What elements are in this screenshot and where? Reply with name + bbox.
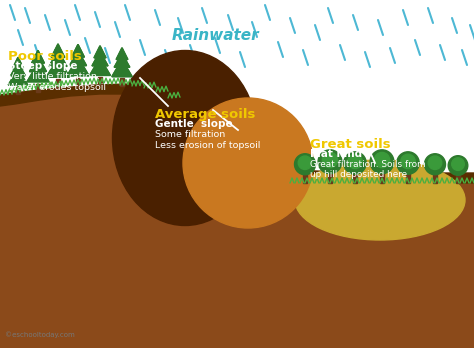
Polygon shape	[8, 69, 28, 85]
Bar	[56, 79, 60, 88]
Polygon shape	[51, 44, 65, 57]
Polygon shape	[72, 44, 84, 57]
Text: Rainwater: Rainwater	[171, 27, 259, 42]
Circle shape	[344, 152, 366, 174]
Text: Great filtration. Soils from: Great filtration. Soils from	[310, 160, 426, 169]
Circle shape	[425, 154, 446, 175]
Polygon shape	[72, 44, 84, 57]
Polygon shape	[49, 50, 67, 66]
Circle shape	[370, 150, 394, 174]
Polygon shape	[0, 84, 474, 183]
Text: Flat land: Flat land	[310, 149, 362, 159]
Polygon shape	[116, 48, 128, 60]
Polygon shape	[90, 58, 110, 76]
Polygon shape	[114, 53, 130, 67]
Text: Very little filtration.: Very little filtration.	[8, 72, 100, 81]
Circle shape	[448, 156, 468, 175]
Polygon shape	[70, 50, 86, 66]
Polygon shape	[46, 57, 70, 77]
Text: ©eschooltoday.com: ©eschooltoday.com	[5, 331, 75, 338]
Polygon shape	[46, 57, 70, 77]
Circle shape	[397, 152, 419, 174]
Circle shape	[294, 154, 316, 175]
Circle shape	[318, 150, 342, 174]
Bar	[353, 173, 357, 183]
Polygon shape	[0, 94, 474, 348]
Polygon shape	[116, 48, 128, 60]
Bar	[76, 78, 80, 86]
Polygon shape	[112, 60, 132, 77]
Text: Gentle  slope: Gentle slope	[155, 119, 233, 129]
Circle shape	[322, 152, 337, 168]
Bar	[456, 175, 460, 183]
Circle shape	[428, 156, 442, 169]
Polygon shape	[29, 56, 46, 72]
Polygon shape	[49, 50, 67, 66]
Bar	[98, 77, 102, 85]
Text: up hill deposited here: up hill deposited here	[310, 170, 407, 179]
Polygon shape	[114, 53, 130, 67]
Bar	[433, 174, 437, 183]
Polygon shape	[32, 50, 45, 63]
Ellipse shape	[183, 98, 313, 228]
Polygon shape	[67, 57, 89, 76]
Polygon shape	[94, 46, 106, 58]
Circle shape	[401, 154, 415, 168]
Polygon shape	[27, 63, 49, 82]
Polygon shape	[92, 52, 108, 66]
Text: Water erodes topsoil: Water erodes topsoil	[8, 83, 106, 92]
Polygon shape	[10, 63, 26, 76]
Text: Less erosion of topsoil: Less erosion of topsoil	[155, 141, 260, 150]
Ellipse shape	[295, 160, 465, 240]
Polygon shape	[12, 57, 24, 69]
Polygon shape	[112, 60, 132, 77]
Circle shape	[452, 158, 465, 171]
Polygon shape	[90, 58, 110, 76]
Polygon shape	[12, 57, 24, 69]
Circle shape	[374, 152, 390, 168]
Polygon shape	[92, 52, 108, 66]
Bar	[406, 173, 410, 183]
Text: Great soils: Great soils	[310, 138, 391, 151]
Bar	[303, 174, 307, 183]
Circle shape	[298, 156, 312, 169]
Polygon shape	[8, 69, 28, 85]
Bar	[16, 87, 20, 94]
Text: Steep slope: Steep slope	[8, 61, 78, 71]
Circle shape	[348, 154, 362, 168]
Polygon shape	[70, 50, 86, 66]
Bar	[36, 84, 40, 92]
Text: Average soils: Average soils	[155, 108, 255, 121]
Polygon shape	[27, 63, 49, 82]
Polygon shape	[94, 46, 106, 58]
Polygon shape	[10, 63, 26, 76]
Text: Some filtration: Some filtration	[155, 130, 225, 139]
Polygon shape	[67, 57, 89, 76]
Ellipse shape	[112, 50, 257, 226]
Polygon shape	[29, 56, 46, 72]
Polygon shape	[32, 50, 45, 63]
Polygon shape	[51, 44, 65, 57]
Text: Poor soils: Poor soils	[8, 50, 82, 63]
Bar	[328, 173, 332, 183]
Bar	[380, 173, 384, 183]
Bar	[120, 78, 124, 86]
